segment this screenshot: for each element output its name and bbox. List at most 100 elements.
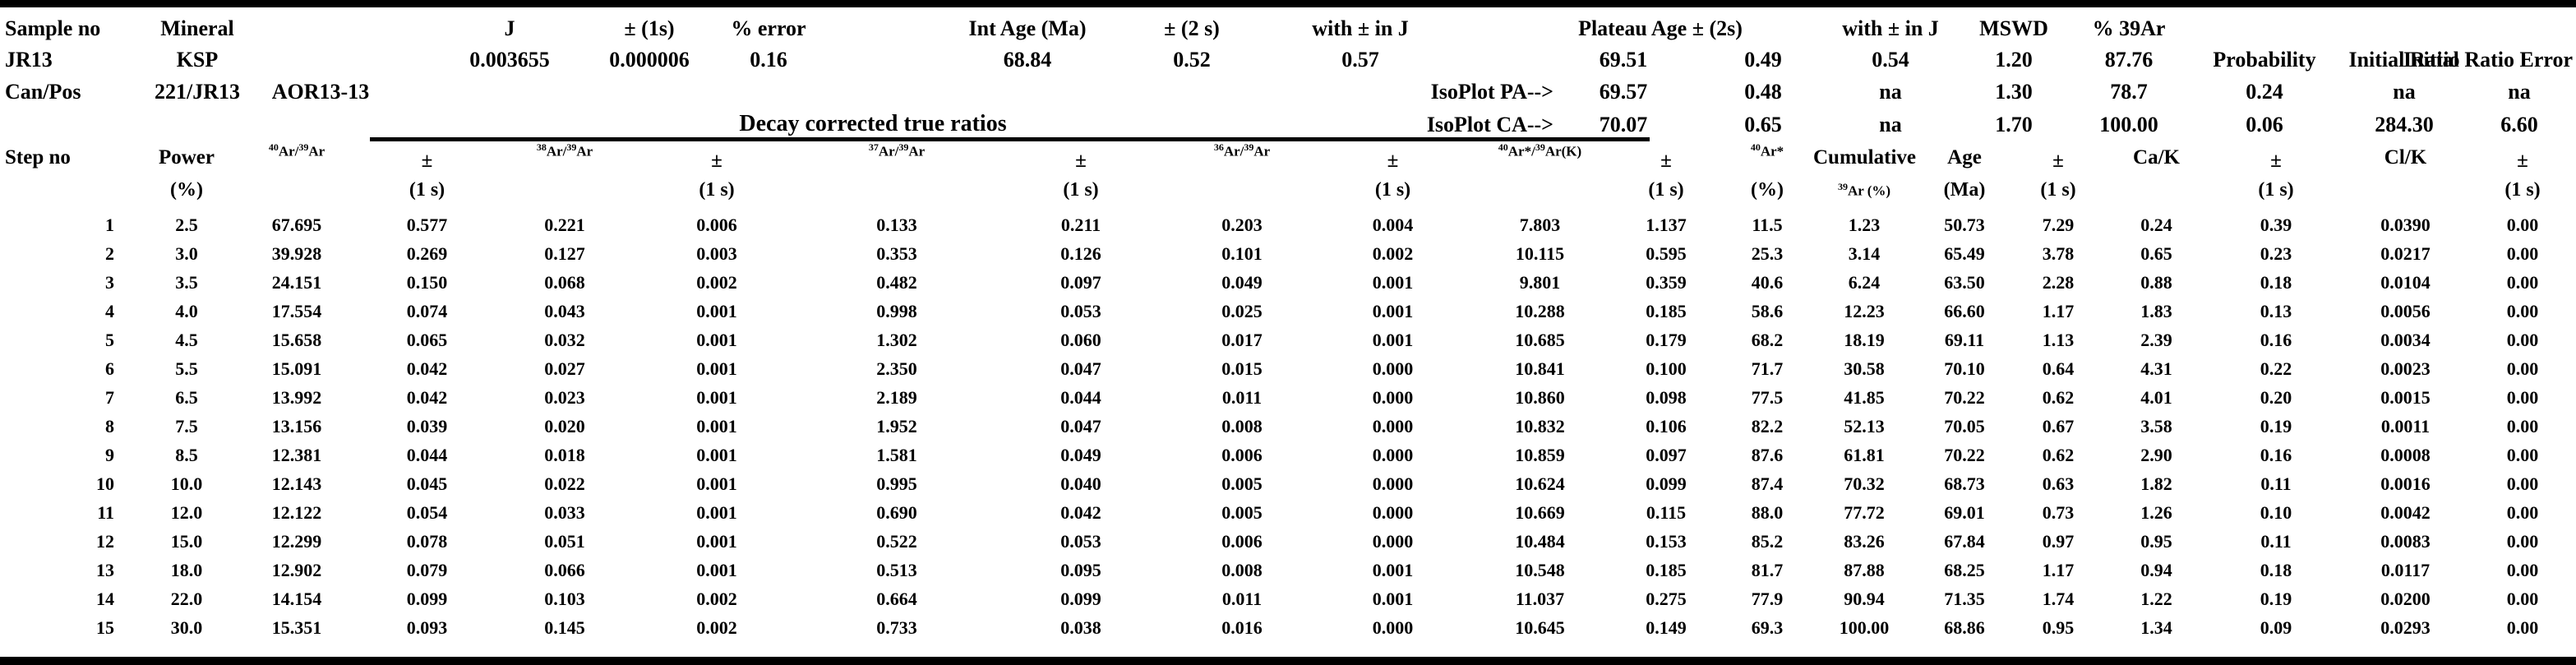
unit-header: (1 s) (2504, 179, 2541, 201)
data-cell: 10.624 (1515, 473, 1565, 494)
data-cell: 1.22 (2140, 588, 2172, 609)
data-cell: 0.733 (876, 617, 917, 638)
data-cell: 0.22 (2260, 358, 2292, 379)
data-cell: 3.14 (1848, 242, 1881, 264)
data-cell: 1.83 (2140, 300, 2172, 321)
data-cell: 0.042 (406, 358, 448, 379)
data-cell: 4.31 (2140, 358, 2172, 379)
isoplot-ca-initial-ratio-value: 284.30 (2375, 113, 2434, 136)
data-cell: 0.0293 (2380, 617, 2431, 638)
unit-header: 39Ar (%) (1837, 181, 1891, 199)
unit-header (799, 178, 995, 210)
data-cell: 7.29 (2042, 214, 2075, 235)
int-age-error-value: 0.52 (1173, 48, 1211, 72)
data-cell: 0.09 (2260, 617, 2292, 638)
can-pos-label: Can/Pos (5, 80, 81, 104)
data-cell: 0.032 (544, 329, 585, 350)
data-cell: 1.17 (2042, 300, 2075, 321)
data-cell: 0.97 (2042, 530, 2075, 552)
data-cell: 0.004 (1372, 214, 1414, 235)
data-cell: 0.079 (406, 559, 448, 580)
data-cell: 0.203 (1221, 214, 1263, 235)
data-cell: 0.099 (1646, 473, 1687, 494)
data-cell: 0.002 (696, 271, 737, 293)
data-cell: 0.275 (1646, 588, 1687, 609)
data-cell: 0.053 (1060, 530, 1101, 552)
data-cell: 0.047 (1060, 415, 1101, 436)
data-cell: 0.001 (696, 329, 737, 350)
data-cell: 10.645 (1515, 617, 1565, 638)
data-cell: 50.73 (1944, 214, 1985, 235)
data-cell: 0.038 (1060, 617, 1101, 638)
step-row: 2 3.0 39.928 0.269 0.127 0.003 0.353 0.126 0.101… (0, 239, 2576, 268)
data-cell: 0.11 (2260, 473, 2292, 494)
data-cell: 12.902 (271, 559, 322, 580)
data-cell: 0.000 (1372, 617, 1414, 638)
data-cell: 0.001 (696, 358, 737, 379)
column-header: 40Ar/39Ar (268, 141, 325, 159)
data-cell: 15.658 (271, 329, 322, 350)
data-cell: 1.13 (2042, 329, 2075, 350)
step-no-cell: 3 (105, 271, 114, 293)
step-row: 15 30.0 15.351 0.093 0.145 0.002 0.733 0.038 0.0… (0, 613, 2576, 642)
column-header: 36Ar/39Ar (1213, 141, 1271, 159)
data-cell: 12.143 (271, 473, 322, 494)
data-cell: 1.137 (1646, 214, 1687, 235)
data-cell: 0.0011 (2380, 415, 2431, 436)
data-cell: 0.0117 (2380, 559, 2431, 580)
data-cell: 0.001 (696, 559, 737, 580)
data-cell: 68.73 (1944, 473, 1985, 494)
data-cell: 0.353 (876, 242, 917, 264)
data-cell: 6.5 (175, 386, 198, 408)
data-cell: 7.803 (1519, 214, 1561, 235)
data-cell: 0.020 (544, 415, 585, 436)
data-cell: 0.62 (2042, 386, 2075, 408)
data-cell: 0.150 (406, 271, 448, 293)
data-cell: 0.39 (2260, 214, 2292, 235)
unit-header: (%) (170, 179, 203, 201)
isoplot-pa-mswd-value: 1.30 (1995, 80, 2033, 104)
data-cell: 0.0104 (2380, 271, 2431, 293)
data-cell: 0.00 (2506, 300, 2539, 321)
data-cell: 12.122 (271, 501, 322, 523)
mineral-label: Mineral (160, 16, 234, 40)
j-value: 0.003655 (469, 48, 550, 72)
data-cell: 67.84 (1944, 530, 1985, 552)
data-cell: 0.0042 (2380, 501, 2431, 523)
data-cell: 30.58 (1844, 358, 1885, 379)
data-cell: 10.669 (1515, 501, 1565, 523)
data-cell: 0.006 (696, 214, 737, 235)
data-cell: 18.19 (1844, 329, 1885, 350)
data-cell: 0.00 (2506, 501, 2539, 523)
unit-header (1167, 178, 1317, 210)
unit-header: (1 s) (2040, 179, 2076, 201)
data-cell: 0.18 (2260, 271, 2292, 293)
data-cell: 3.0 (175, 242, 198, 264)
data-cell: 10.548 (1515, 559, 1565, 580)
data-cell: 0.040 (1060, 473, 1101, 494)
data-cell: 88.0 (1751, 501, 1784, 523)
data-cell: 6.24 (1848, 271, 1881, 293)
data-cell: 0.95 (2140, 530, 2172, 552)
data-cell: 0.20 (2260, 386, 2292, 408)
data-cell: 15.351 (271, 617, 322, 638)
data-cell: 12.299 (271, 530, 322, 552)
error-column-header: ± (1075, 150, 1087, 172)
data-cell: 0.042 (1060, 501, 1101, 523)
data-cell: 67.695 (271, 214, 322, 235)
data-cell: 18.0 (170, 559, 203, 580)
data-cell: 0.0034 (2380, 329, 2431, 350)
step-no-cell: 1 (105, 214, 114, 235)
error-column-header: ± (1387, 150, 1399, 172)
data-cell: 0.101 (1221, 242, 1263, 264)
data-cell: 10.115 (1515, 242, 1565, 264)
data-cell: 70.10 (1944, 358, 1985, 379)
data-cell: 0.016 (1221, 617, 1263, 638)
data-cell: 0.94 (2140, 559, 2172, 580)
data-cell: 69.3 (1751, 617, 1784, 638)
data-cell: 11.037 (1515, 588, 1565, 609)
sample-no-value: JR13 (5, 48, 53, 72)
unit-header (0, 178, 139, 210)
data-cell: 0.099 (1060, 588, 1101, 609)
isoplot-pa-error-value: 0.48 (1744, 80, 1782, 104)
